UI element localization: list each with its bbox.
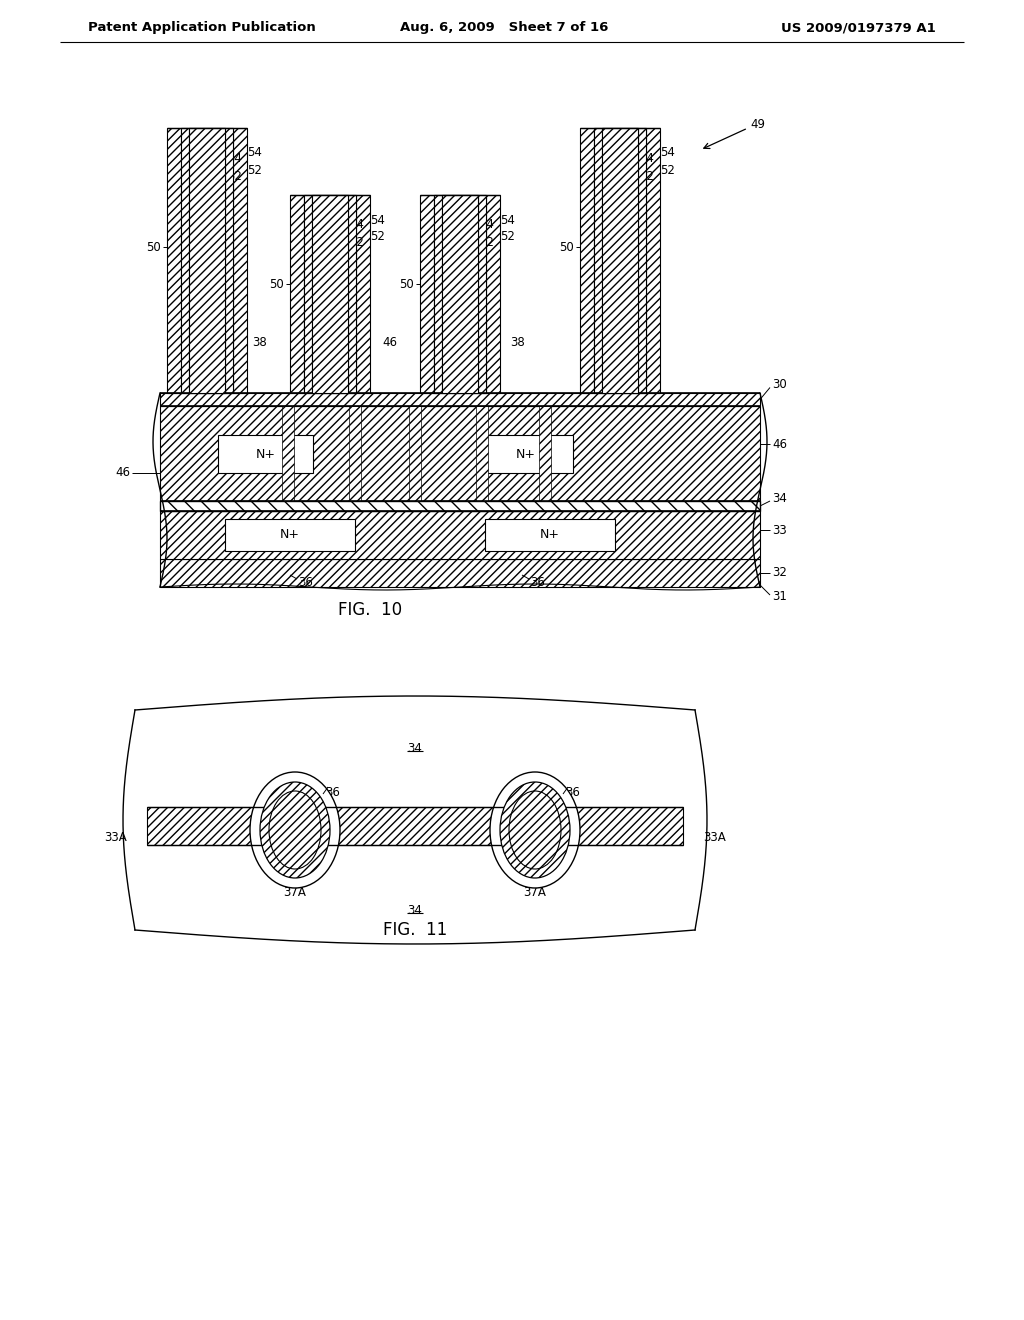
Text: 36: 36 [325, 785, 340, 799]
Ellipse shape [250, 772, 340, 888]
Bar [434, 195, 486, 393]
Text: FIG.  10: FIG. 10 [338, 601, 402, 619]
Bar [580, 128, 660, 393]
Bar [167, 128, 247, 393]
Bar [160, 502, 760, 511]
Text: 54: 54 [660, 147, 675, 160]
Bar [225, 519, 355, 550]
Bar [434, 195, 486, 393]
Text: 33A: 33A [703, 830, 726, 843]
Bar [160, 393, 760, 407]
Bar [420, 195, 500, 393]
Bar [602, 128, 638, 393]
Text: FIG.  11: FIG. 11 [383, 921, 447, 939]
Bar [282, 407, 294, 502]
Text: 54: 54 [500, 214, 515, 227]
Text: 50: 50 [559, 240, 574, 253]
Bar [218, 436, 313, 473]
Text: 37A: 37A [523, 887, 547, 899]
Bar [304, 195, 356, 393]
Bar [304, 195, 356, 393]
Text: N+: N+ [540, 528, 560, 541]
Ellipse shape [490, 772, 580, 888]
Bar [442, 195, 478, 393]
Bar [160, 407, 760, 502]
Text: 52: 52 [500, 231, 515, 243]
Bar [409, 407, 421, 502]
Text: 30: 30 [772, 378, 786, 391]
Text: 38: 38 [253, 337, 267, 350]
Text: 52: 52 [227, 169, 242, 182]
Bar [349, 407, 361, 502]
Bar [160, 511, 760, 558]
Text: 46: 46 [383, 337, 397, 350]
Ellipse shape [260, 781, 330, 878]
Text: 54: 54 [479, 219, 494, 231]
Text: 37A: 37A [284, 887, 306, 899]
Text: 36: 36 [565, 785, 580, 799]
Text: 54: 54 [639, 152, 654, 165]
Bar [147, 807, 683, 845]
Text: Aug. 6, 2009   Sheet 7 of 16: Aug. 6, 2009 Sheet 7 of 16 [400, 21, 608, 34]
Bar [181, 128, 233, 393]
Bar [312, 195, 348, 393]
Text: 31: 31 [772, 590, 786, 603]
Bar [442, 195, 478, 393]
Text: 34: 34 [408, 903, 423, 916]
Text: 52: 52 [349, 236, 364, 249]
Text: 50: 50 [146, 240, 161, 253]
Ellipse shape [500, 781, 570, 878]
Text: 50: 50 [269, 277, 284, 290]
Bar [290, 195, 370, 393]
Text: 34: 34 [408, 742, 423, 755]
Text: 34: 34 [772, 491, 786, 504]
Bar [539, 407, 551, 502]
Text: 36: 36 [298, 576, 313, 589]
Bar [485, 519, 615, 550]
Text: 54: 54 [227, 152, 242, 165]
Bar [189, 128, 225, 393]
Text: US 2009/0197379 A1: US 2009/0197379 A1 [781, 21, 936, 34]
Bar [594, 128, 646, 393]
Bar [181, 128, 233, 393]
Text: 46: 46 [772, 437, 787, 450]
Text: 54: 54 [370, 214, 385, 227]
Text: 54: 54 [247, 147, 262, 160]
Text: N+: N+ [280, 528, 300, 541]
Text: 54: 54 [349, 219, 364, 231]
Text: 52: 52 [660, 164, 675, 177]
Text: 46: 46 [115, 466, 130, 479]
Bar [312, 195, 348, 393]
Bar [594, 128, 646, 393]
Text: 52: 52 [370, 231, 385, 243]
Bar [478, 436, 573, 473]
Bar [602, 128, 638, 393]
Text: N+: N+ [256, 447, 275, 461]
Text: 49: 49 [750, 119, 765, 132]
Text: 50: 50 [399, 277, 414, 290]
Text: 38: 38 [511, 337, 525, 350]
Text: 52: 52 [479, 236, 494, 249]
Bar [189, 128, 225, 393]
Bar [476, 407, 488, 502]
Text: 36: 36 [530, 576, 545, 589]
Text: 33: 33 [772, 524, 786, 537]
Text: 33A: 33A [104, 830, 127, 843]
Bar [160, 558, 760, 587]
Text: 52: 52 [247, 164, 262, 177]
Text: 32: 32 [772, 566, 786, 579]
Text: 52: 52 [639, 169, 654, 182]
Text: Patent Application Publication: Patent Application Publication [88, 21, 315, 34]
Text: N+: N+ [515, 447, 536, 461]
